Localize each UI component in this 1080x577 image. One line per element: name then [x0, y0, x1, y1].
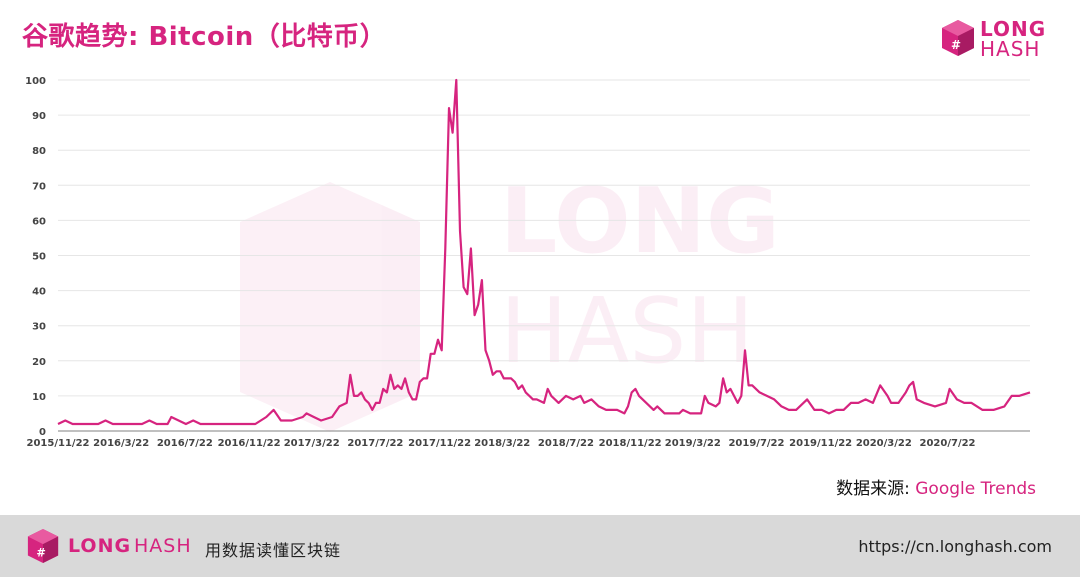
y-tick-label: 0 [39, 427, 46, 438]
y-tick-label: 70 [32, 181, 46, 192]
trend-chart: LONG HASH 0 10 20 30 40 50 60 70 80 90 100 2015/11… [0, 62, 1080, 462]
footer-url[interactable]: https://cn.longhash.com [858, 537, 1052, 556]
x-tick-label: 2019/7/22 [728, 438, 784, 449]
svg-text:#: # [36, 545, 46, 559]
x-tick-label: 2015/11/22 [27, 438, 90, 449]
y-tick-label: 50 [32, 252, 46, 263]
footer-bar: # LONG HASH 用数据读懂区块链 https://cn.longhash… [0, 515, 1080, 577]
footer-slogan: 用数据读懂区块链 [205, 541, 342, 560]
footer-logo-long: LONG [68, 535, 132, 557]
y-tick-label: 100 [25, 76, 46, 87]
page-title: 谷歌趋势: Bitcoin（比特币） [22, 22, 387, 52]
y-tick-label: 60 [32, 216, 46, 227]
svg-text:LONG: LONG [500, 169, 780, 274]
x-tick-label: 2020/7/22 [920, 438, 976, 449]
logo-long-text: LONG [980, 17, 1047, 41]
y-tick-label: 30 [32, 322, 46, 333]
x-tick-label: 2017/3/22 [284, 438, 340, 449]
x-tick-label: 2018/3/22 [474, 438, 530, 449]
x-tick-label: 2016/3/22 [93, 438, 149, 449]
source-value: Google Trends [915, 479, 1036, 499]
data-source: 数据来源: Google Trends [836, 474, 1036, 499]
y-tick-label: 90 [32, 111, 46, 122]
longhash-cube-icon: # [942, 20, 974, 56]
svg-text:HASH: HASH [500, 279, 754, 384]
x-tick-label: 2019/11/22 [789, 438, 852, 449]
x-tick-label: 2020/3/22 [856, 438, 912, 449]
longhash-logo: # LONG HASH [936, 16, 1047, 61]
logo-hash-text: HASH [980, 37, 1041, 61]
x-tick-label: 2016/7/22 [157, 438, 213, 449]
x-tick-label: 2018/7/22 [538, 438, 594, 449]
x-tick-label: 2017/7/22 [347, 438, 403, 449]
line-chart-svg: LONG HASH 0 10 20 30 40 50 60 70 80 90 100 2015/11… [25, 76, 1031, 449]
footer-cube-icon: # [27, 529, 59, 563]
y-tick-label: 10 [32, 392, 46, 403]
bitcoin-trend-line [57, 78, 1031, 426]
y-tick-label: 80 [32, 146, 46, 157]
x-tick-label: 2016/11/22 [218, 438, 281, 449]
x-tick-label: 2017/11/22 [408, 438, 471, 449]
svg-text:#: # [951, 38, 961, 52]
source-label: 数据来源: [836, 479, 916, 499]
footer-logo-hash: HASH [134, 535, 192, 557]
y-tick-label: 20 [32, 357, 46, 368]
longhash-watermark: LONG HASH [240, 169, 780, 432]
x-tick-label: 2019/3/22 [665, 438, 721, 449]
x-tick-label: 2018/11/22 [599, 438, 662, 449]
y-tick-label: 40 [32, 287, 46, 298]
